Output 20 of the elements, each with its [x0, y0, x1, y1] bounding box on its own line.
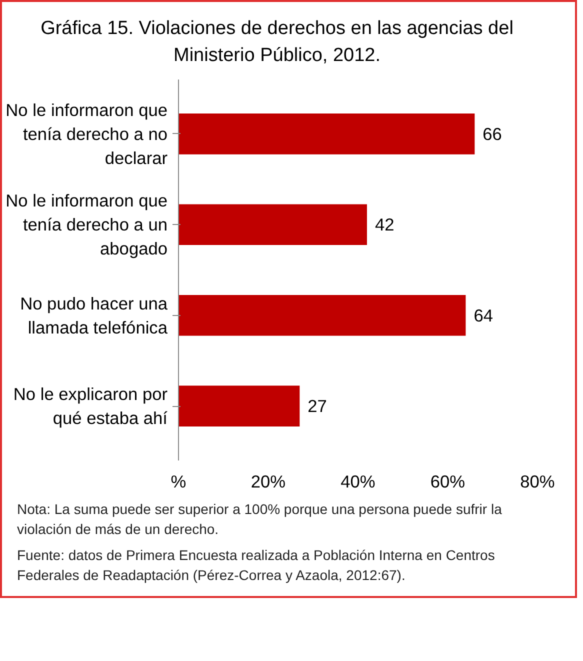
x-tick-label: 20%: [250, 472, 286, 492]
chart-title: Gráfica 15. Violaciones de derechos en las agencias del Ministerio Público, 2012.: [40, 17, 514, 68]
text: Nota: La suma puede ser superior a 100% porque una persona puede sufrir la violación de más de un derecho.: [17, 500, 503, 540]
source-note: Fuente: datos de Primera Encuesta realizada a Población Interna en Centros Federales de Readaptación (Pérez-Correa y Azaola, 2012:67).: [17, 546, 496, 586]
y-tick-label: No le explicaron por qué estaba ahí: [13, 384, 168, 428]
bar: [178, 204, 367, 246]
x-tick-label: 60%: [430, 472, 466, 492]
x-tick-label: %: [170, 472, 186, 492]
y-tick-label: No pudo hacer una llamada telefónica: [20, 294, 168, 338]
data-label: 42: [374, 214, 394, 235]
x-tick-label: 80%: [520, 472, 555, 492]
y-tick-label: No le informaron que tenía derecho a un abogado: [6, 190, 168, 259]
bar: [178, 114, 475, 155]
data-label: 64: [474, 306, 494, 326]
x-tick-label: 40%: [340, 472, 376, 492]
data-label: 27: [308, 396, 327, 416]
data-label: 66: [482, 124, 502, 144]
y-tick-label: No le informaron que tenía derecho a no declarar: [6, 100, 168, 168]
bar: [178, 295, 466, 336]
bar: [178, 386, 300, 427]
